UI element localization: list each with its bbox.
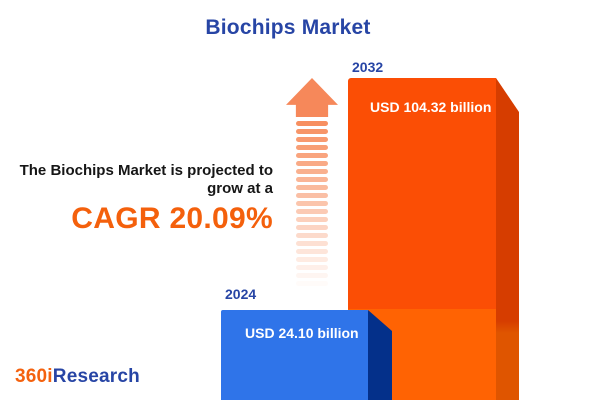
statement-line-2: grow at a <box>207 180 273 197</box>
page-title: Biochips Market <box>205 16 371 39</box>
cagr-value: CAGR 20.09% <box>71 202 273 235</box>
bar-value-2024: USD 24.10 billion <box>245 325 359 341</box>
logo-360i: 360i <box>15 366 53 387</box>
year-label-2024: 2024 <box>225 286 257 302</box>
bar-2032-side <box>496 78 519 400</box>
arrow-head-icon <box>286 78 338 117</box>
growth-arrow-stripes <box>296 121 328 289</box>
bar-value-2032: USD 104.32 billion <box>370 99 492 115</box>
growth-arrow-up-icon <box>286 78 338 290</box>
statement-line-1: The Biochips Market is projected to <box>19 162 273 179</box>
bar-2024-face <box>221 310 368 400</box>
logo: 360iResearch <box>15 366 140 388</box>
growth-statement: The Biochips Market is projected to grow… <box>0 162 273 236</box>
logo-research: Research <box>52 366 140 387</box>
year-label-2032: 2032 <box>352 59 384 75</box>
